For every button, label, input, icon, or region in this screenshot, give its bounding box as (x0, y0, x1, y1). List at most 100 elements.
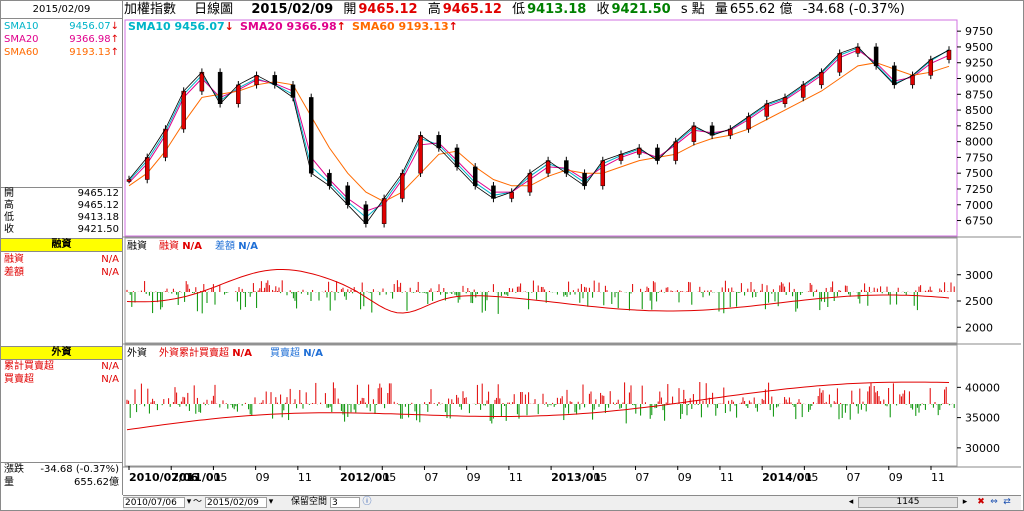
legend-value: 9193.13 (399, 20, 449, 33)
y-tick-label: 9250 (965, 57, 993, 70)
ohlc-value: 9465.12 (77, 200, 119, 211)
price-chart[interactable]: 9750 9500 9250 9000 8750 8500 8250 8000 7750 7500… (123, 18, 1021, 495)
volume-label: 量 (714, 2, 728, 17)
ohlc-label: 開 (4, 188, 14, 199)
candle-body (928, 59, 934, 76)
open-value: 9465.12 (358, 2, 418, 17)
sub-legend-item: 融資 (127, 240, 147, 252)
candle-body (327, 172, 332, 187)
bottom-info-value: -34.68 (-0.37%) (40, 464, 119, 475)
low-label: 低 (512, 2, 526, 17)
candle-body (837, 53, 842, 73)
keep-space-input[interactable]: 3 (330, 497, 360, 508)
y-tick-label: 30000 (965, 442, 1000, 455)
y-tick-label: 8250 (965, 120, 993, 133)
x-tick-label: 07 (424, 471, 438, 484)
series-line-price (128, 46, 950, 225)
candle-body (728, 128, 733, 136)
ohlc-row: 低 9413.18 (1, 212, 122, 224)
zoom-out-icon[interactable]: ✖ (977, 497, 985, 507)
sub-legend-item: 外資累計買賣超 N/A (159, 346, 252, 359)
candle-body (946, 49, 952, 60)
left-info-panel: 2015/02/09 SMA10 9456.07↓ SMA20 9366.98↑ SMA… (1, 1, 123, 495)
panel-row-label: 累計買賣超 (4, 361, 54, 372)
sma-label: SMA20 (4, 34, 39, 45)
y-tick-label: 3000 (965, 269, 993, 282)
ohlc-label: 高 (4, 200, 14, 211)
candle-body (163, 128, 168, 158)
sma-label: SMA10 (4, 21, 39, 32)
candle-body (746, 116, 751, 130)
candle-body (144, 157, 150, 180)
y-tick-label: 9500 (965, 41, 993, 54)
candle-body (709, 125, 715, 136)
candle-body (272, 75, 278, 86)
x-tick-label: 2012/01 (340, 471, 390, 484)
panel-row-label: 融資 (4, 254, 24, 265)
open-label: 開 (343, 2, 357, 17)
sub-legend-label: 差額 (215, 239, 235, 252)
y-tick-label: 8750 (965, 88, 993, 101)
sub-legend-label: 買賣超 (270, 346, 300, 359)
candle-body (600, 160, 606, 187)
scroll-right-icon[interactable]: ▸ (962, 497, 968, 507)
candle-body (491, 185, 496, 199)
sub-legend-item: 差額 N/A (215, 239, 258, 252)
candle-body (691, 125, 697, 142)
x-tick-label: 2010/07/06 (129, 471, 199, 484)
high-label: 高 (427, 2, 441, 17)
scroll-left-icon[interactable]: ◂ (848, 497, 854, 507)
y-tick-label: 2000 (965, 321, 993, 334)
panel-row: 融資 N/A (1, 253, 122, 266)
info-icon[interactable]: ⓘ (362, 497, 372, 507)
x-tick-label: 09 (256, 471, 270, 484)
sma-value-number: 9366.98 (69, 34, 111, 45)
sma-arrow-icon: ↑ (110, 47, 119, 58)
range-toolbar: 2010/07/06 ▾ ～ 2015/02/09 ▾ 保留空間 3 ⓘ ◂ 1… (123, 495, 1021, 510)
ohlc-panel: 開 9465.12 高 9465.12 低 9413.18 收 9421.50 (1, 187, 122, 240)
period-label: 日線圖 (194, 2, 234, 17)
candle-body (236, 84, 241, 104)
cumulative-line (126, 381, 950, 431)
ohlc-value: 9413.18 (77, 212, 119, 223)
series-line-sma60 (128, 62, 950, 203)
candle-body (254, 75, 259, 86)
x-tick-label: 2014/01 (762, 471, 812, 484)
ohlc-label: 收 (4, 224, 14, 235)
y-tick-label: 7750 (965, 151, 993, 164)
y-tick-label: 7000 (965, 199, 993, 212)
date-from-dropdown-icon[interactable]: ▾ (186, 497, 192, 507)
high-value: 9465.12 (442, 2, 502, 17)
points-label: s 點 (680, 2, 705, 17)
x-tick-label: 09 (889, 471, 903, 484)
date-from-field[interactable]: 2010/07/06 (123, 497, 185, 508)
sma-value-number: 9193.13 (69, 47, 111, 58)
ohlc-row: 開 9465.12 (1, 188, 122, 200)
date-to-field[interactable]: 2015/02/09 (205, 497, 267, 508)
main-plot-frame (124, 19, 958, 237)
x-tick-label: 09 (678, 471, 692, 484)
chart-legend-item: SMA10 9456.07↓ (128, 20, 234, 33)
y-tick-label: 2500 (965, 295, 993, 308)
sma-row: SMA10 9456.07↓ (1, 20, 122, 33)
change-value: -34.68 (-0.37%) (802, 2, 905, 17)
sma-label: SMA60 (4, 47, 39, 58)
legend-arrow-icon: ↑ (337, 20, 346, 33)
x-tick-label: 07 (847, 471, 861, 484)
close-label: 收 (596, 2, 610, 17)
y-tick-label: 6750 (965, 215, 993, 228)
candle-body (509, 191, 514, 199)
candle-body (345, 185, 350, 205)
series-line-sma10 (128, 47, 950, 219)
zoom-in-icon[interactable]: ⇔ (990, 497, 998, 507)
margin-panel-header: 融資 (1, 238, 122, 252)
candle-body (873, 46, 879, 67)
date-to-dropdown-icon[interactable]: ▾ (268, 497, 274, 507)
sma-arrow-icon: ↓ (110, 21, 119, 32)
sub-legend-value: N/A (303, 348, 323, 359)
zoom-fit-icon[interactable]: ⇄ (1003, 497, 1011, 507)
candle-body (363, 204, 369, 224)
bottom-info-label: 漲跌 (4, 464, 24, 475)
x-tick-label: 11 (720, 471, 734, 484)
foreign-panel-header: 外資 (1, 346, 122, 360)
